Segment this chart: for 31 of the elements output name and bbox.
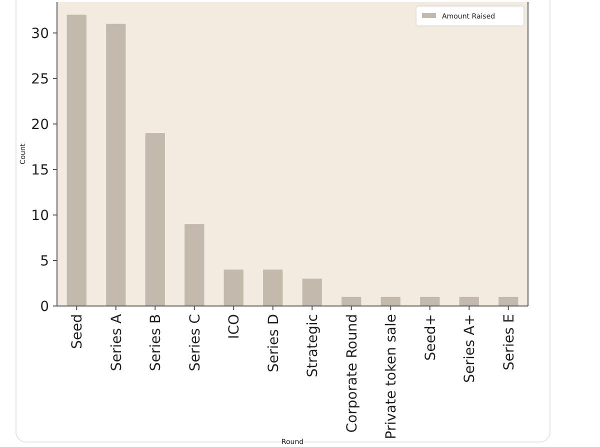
bar xyxy=(145,133,165,306)
y-tick-label: 20 xyxy=(31,116,49,133)
bar xyxy=(420,296,440,306)
bar xyxy=(459,296,479,306)
x-tick-label: Private token sale xyxy=(384,314,400,440)
bar xyxy=(106,24,126,306)
y-tick-label: 5 xyxy=(40,253,49,270)
y-tick-label: 30 xyxy=(31,26,49,42)
bar xyxy=(263,270,283,306)
x-tick-label: Series D xyxy=(266,314,282,372)
y-tick-label: 10 xyxy=(31,208,49,224)
bar xyxy=(342,296,362,306)
x-tick-label: Series A+ xyxy=(462,314,478,383)
y-tick-label: 25 xyxy=(31,71,49,88)
x-tick-label: Series E xyxy=(501,314,518,370)
x-tick-label: Seed+ xyxy=(422,314,439,361)
bar xyxy=(66,14,86,306)
y-tick-label: 15 xyxy=(31,162,49,178)
x-tick-label: ICO xyxy=(226,314,243,339)
bar xyxy=(224,270,244,306)
x-tick-label: Strategic xyxy=(305,314,322,378)
bar xyxy=(184,224,204,306)
x-tick-label: Series A xyxy=(108,314,125,372)
bar xyxy=(498,296,518,306)
bar xyxy=(380,296,400,306)
bar xyxy=(302,278,322,306)
x-tick-label: Corporate Round xyxy=(344,314,360,433)
y-tick-label: 0 xyxy=(40,298,49,315)
x-tick-label: Series C xyxy=(187,314,204,372)
x-tick-label: Seed xyxy=(70,314,86,349)
x-tick-label: Series B xyxy=(148,314,164,372)
